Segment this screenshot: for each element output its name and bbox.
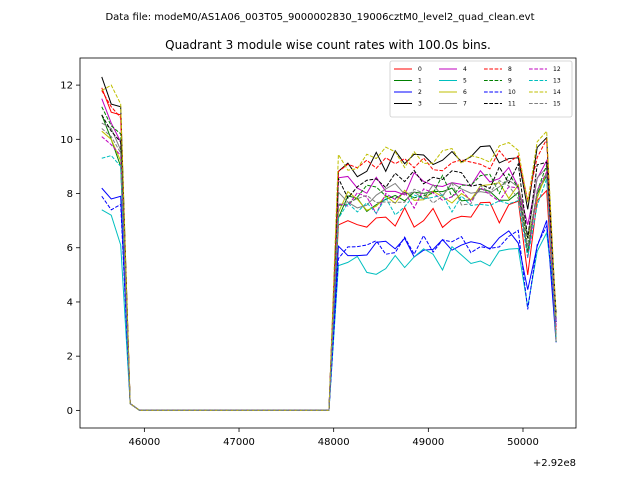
x-tick-label: 50000 bbox=[507, 437, 539, 448]
y-tick-label: 6 bbox=[67, 243, 73, 254]
legend-label-2: 2 bbox=[418, 89, 422, 96]
legend-box bbox=[389, 60, 573, 118]
legend-label-13: 13 bbox=[553, 78, 561, 85]
x-axis: 46000 47000 48000 49000 50000 bbox=[128, 428, 539, 448]
legend-label-8: 8 bbox=[508, 66, 512, 73]
legend-label-7: 7 bbox=[463, 101, 467, 108]
series-line-15 bbox=[101, 128, 557, 411]
legend-label-1: 1 bbox=[418, 78, 422, 85]
legend-label-0: 0 bbox=[418, 66, 422, 73]
legend-label-15: 15 bbox=[553, 101, 561, 108]
legend-label-4: 4 bbox=[463, 66, 467, 73]
y-tick-label: 12 bbox=[60, 81, 73, 92]
x-tick-label: 48000 bbox=[318, 437, 350, 448]
y-tick-label: 2 bbox=[67, 352, 73, 363]
x-tick-label: 46000 bbox=[128, 437, 160, 448]
y-tick-label: 4 bbox=[67, 297, 73, 308]
figure-suptitle: Data file: modeM0/AS1A06_003T05_90000028… bbox=[105, 12, 534, 23]
x-tick-label: 47000 bbox=[223, 437, 255, 448]
plot-frame bbox=[79, 57, 577, 429]
legend-label-12: 12 bbox=[553, 66, 561, 73]
legend-label-11: 11 bbox=[508, 101, 516, 108]
legend-label-14: 14 bbox=[553, 89, 561, 96]
series-layer bbox=[101, 76, 557, 411]
legend-label-3: 3 bbox=[418, 101, 422, 108]
legend-label-5: 5 bbox=[463, 78, 467, 85]
chart-title: Quadrant 3 module wise count rates with … bbox=[165, 38, 491, 52]
y-tick-label: 8 bbox=[67, 189, 73, 200]
y-axis: 0 2 4 6 8 10 12 bbox=[60, 81, 80, 417]
legend-label-10: 10 bbox=[508, 89, 516, 96]
legend-label-9: 9 bbox=[508, 78, 512, 85]
x-offset-label: +2.92e8 bbox=[533, 458, 576, 469]
legend-label-6: 6 bbox=[463, 89, 467, 96]
x-tick-label: 49000 bbox=[412, 437, 444, 448]
y-tick-label: 10 bbox=[60, 135, 73, 146]
y-tick-label: 0 bbox=[67, 406, 73, 417]
